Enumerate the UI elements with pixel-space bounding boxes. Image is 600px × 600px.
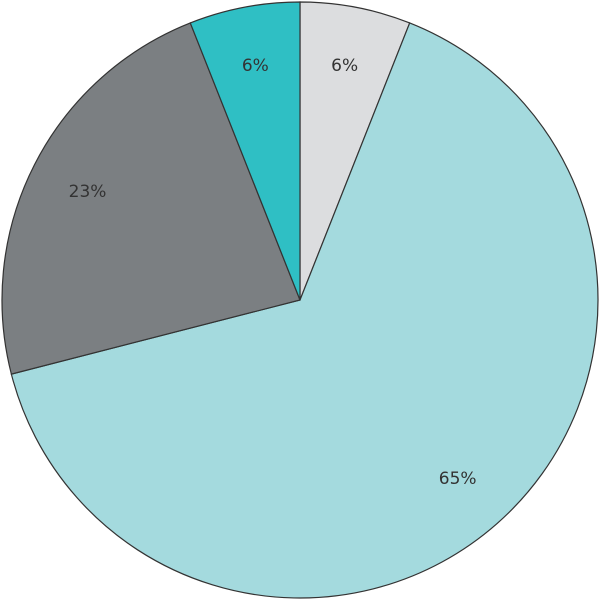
pie-slice bbox=[10, 22, 599, 599]
slice-label: 6% bbox=[242, 56, 269, 76]
slice-label: 65% bbox=[439, 469, 477, 489]
slice-label: 6% bbox=[331, 56, 358, 76]
pie-slice bbox=[1, 22, 301, 375]
slice-label: 23% bbox=[69, 182, 107, 202]
pie-slice bbox=[189, 1, 301, 301]
